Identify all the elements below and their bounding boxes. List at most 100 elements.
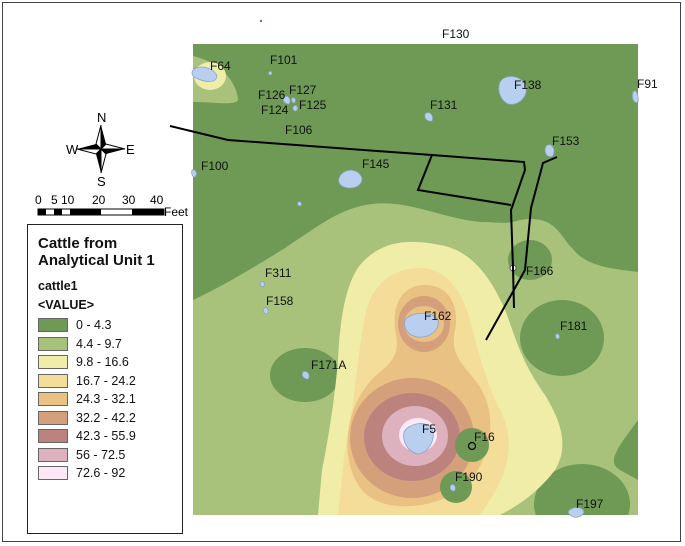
legend-item: 16.7 - 24.2 bbox=[38, 372, 182, 391]
legend-item-label: 16.7 - 24.2 bbox=[76, 373, 136, 388]
feature-label: F138 bbox=[514, 78, 542, 92]
feature-polygon bbox=[544, 144, 555, 157]
feature-label: F145 bbox=[362, 157, 390, 171]
compass-east: E bbox=[126, 142, 135, 157]
feature-label: F5 bbox=[422, 422, 436, 436]
feature-polygon bbox=[268, 70, 273, 76]
legend-swatch bbox=[38, 355, 68, 370]
scale-tick-label: 30 bbox=[122, 193, 136, 207]
stray-point bbox=[259, 19, 263, 23]
legend-item-label: 32.2 - 42.2 bbox=[76, 410, 136, 425]
legend-item-label: 4.4 - 9.7 bbox=[76, 336, 122, 351]
feature-polygon bbox=[282, 95, 291, 105]
feature-polygon bbox=[297, 201, 302, 207]
legend-swatch bbox=[38, 336, 68, 351]
class-band-0-island bbox=[520, 300, 604, 376]
compass-south: S bbox=[97, 174, 106, 189]
feature-label: F101 bbox=[270, 53, 298, 67]
legend-item-label: 9.8 - 16.6 bbox=[76, 355, 129, 370]
legend-item-label: 24.3 - 32.1 bbox=[76, 392, 136, 407]
feature-label: F197 bbox=[576, 497, 604, 511]
scale-tick-label: 10 bbox=[61, 193, 75, 207]
feature-label: F16 bbox=[474, 430, 495, 444]
legend-item: 9.8 - 16.6 bbox=[38, 353, 182, 372]
legend-items: 0 - 4.3 4.4 - 9.7 9.8 - 16.6 16.7 - 24.2… bbox=[38, 316, 182, 483]
legend-swatch bbox=[38, 392, 68, 407]
legend-swatch bbox=[38, 466, 68, 481]
legend-item: 0 - 4.3 bbox=[38, 316, 182, 335]
feature-label: F131 bbox=[430, 98, 458, 112]
feature-label: F106 bbox=[285, 123, 313, 137]
legend-item: 56 - 72.5 bbox=[38, 446, 182, 465]
scale-tick-label: 5 bbox=[51, 193, 58, 207]
legend-item: 42.3 - 55.9 bbox=[38, 427, 182, 446]
feature-label: F171A bbox=[311, 358, 346, 372]
feature-label: F158 bbox=[266, 294, 294, 308]
feature-label: F130 bbox=[442, 27, 470, 41]
legend-item: 24.3 - 32.1 bbox=[38, 390, 182, 409]
feature-label: F64 bbox=[210, 59, 231, 73]
feature-polygons bbox=[191, 66, 639, 518]
feature-label: F125 bbox=[299, 98, 327, 112]
scale-tick-label: 0 bbox=[35, 193, 42, 207]
feature-label: F190 bbox=[455, 470, 483, 484]
feature-label: F181 bbox=[560, 319, 588, 333]
feature-label: F91 bbox=[637, 77, 658, 91]
feature-polygon bbox=[632, 90, 639, 103]
scale-bar: 0 5 10 20 30 40 Feet bbox=[35, 193, 189, 219]
legend-title: Cattle from Analytical Unit 1 bbox=[38, 235, 155, 269]
feature-polygon bbox=[567, 507, 585, 518]
compass-north: N bbox=[97, 110, 106, 125]
boundary-lines bbox=[169, 125, 558, 341]
boundary-line bbox=[416, 154, 512, 206]
boundary-line bbox=[485, 156, 558, 341]
feature-polygon bbox=[191, 66, 218, 82]
legend-swatch bbox=[38, 410, 68, 425]
feature-polygon bbox=[498, 76, 527, 105]
scale-tick-label: 40 bbox=[150, 193, 164, 207]
legend-item: 32.2 - 42.2 bbox=[38, 409, 182, 428]
legend-swatch bbox=[38, 373, 68, 388]
legend-item-label: 72.6 - 92 bbox=[76, 466, 126, 481]
feature-polygon bbox=[338, 169, 363, 189]
surface-layer bbox=[193, 44, 638, 515]
feature-label: F311 bbox=[265, 266, 292, 280]
legend-item-label: 42.3 - 55.9 bbox=[76, 429, 136, 444]
scale-unit: Feet bbox=[164, 205, 189, 219]
legend-item: 72.6 - 92 bbox=[38, 464, 182, 483]
feature-polygon bbox=[259, 281, 265, 288]
class-band-0-island bbox=[534, 464, 630, 515]
feature-polygon bbox=[424, 112, 433, 122]
class-band-0-island bbox=[440, 471, 472, 503]
feature-label: F126 bbox=[258, 88, 286, 102]
feature-polygon bbox=[191, 169, 197, 178]
feature-polygon bbox=[292, 105, 298, 112]
feature-polygon bbox=[301, 371, 310, 380]
feature-label: F166 bbox=[526, 264, 554, 278]
legend-layer-name: cattle1 bbox=[38, 279, 78, 293]
feature-polygon bbox=[262, 307, 269, 315]
class-band-0-island bbox=[455, 428, 489, 462]
compass-west: W bbox=[66, 142, 79, 157]
feature-polygon bbox=[403, 423, 434, 455]
scale-tick-label: 20 bbox=[92, 193, 106, 207]
legend-field-name: <VALUE> bbox=[38, 298, 95, 312]
feature-polygon bbox=[291, 97, 296, 104]
legend-swatch bbox=[38, 318, 68, 333]
boundary-line bbox=[169, 125, 527, 309]
feature-labels: F130 F101 F64 F127 F126 F125 F124 F106 F… bbox=[201, 27, 658, 511]
feature-polygon bbox=[555, 333, 560, 340]
class-band-0-island bbox=[508, 240, 552, 280]
north-arrow: N S E W bbox=[66, 110, 135, 189]
legend-swatch bbox=[38, 429, 68, 444]
feature-label: F153 bbox=[552, 134, 580, 148]
legend-item: 4.4 - 9.7 bbox=[38, 335, 182, 354]
feature-label: F127 bbox=[289, 83, 317, 97]
legend-item-label: 56 - 72.5 bbox=[76, 447, 126, 462]
feature-label: F124 bbox=[261, 103, 289, 117]
legend-swatch bbox=[38, 447, 68, 462]
feature-label: F100 bbox=[201, 159, 229, 173]
feature-polygon bbox=[404, 312, 439, 338]
